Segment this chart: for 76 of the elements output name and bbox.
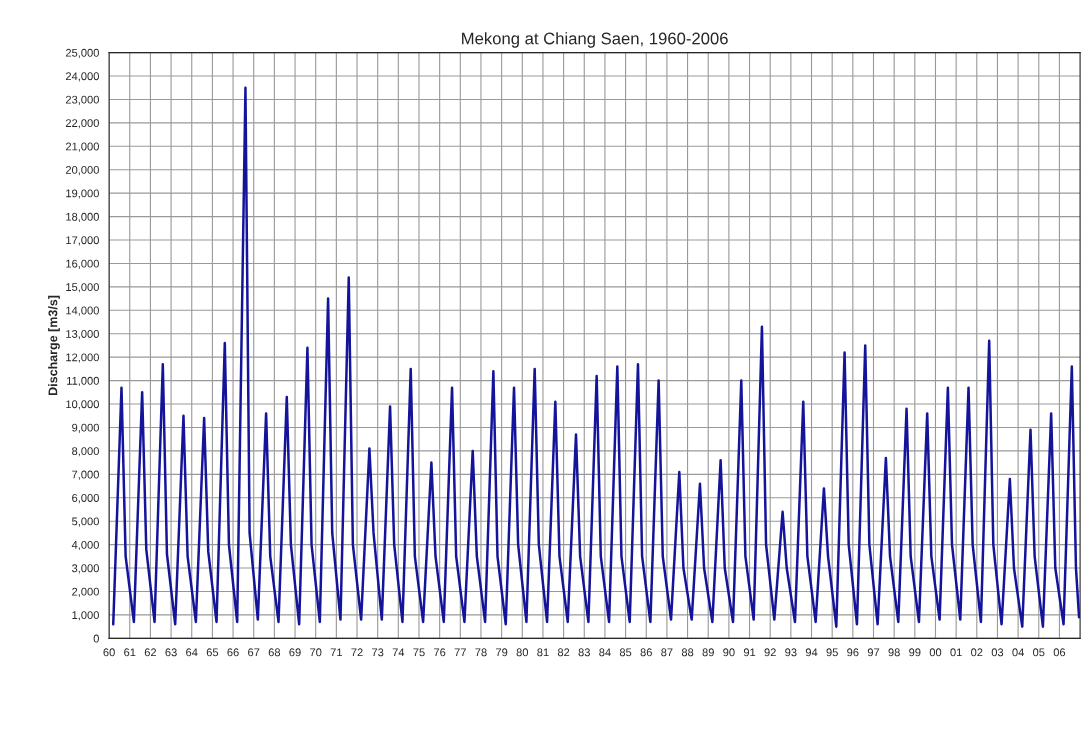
x-tick-label: 74 [392, 648, 405, 657]
x-tick-label: 71 [330, 648, 342, 657]
x-tick-label: 06 [1053, 648, 1066, 657]
y-tick-label: 9,000 [72, 423, 99, 433]
x-tick-label: 75 [413, 648, 425, 657]
x-tick-label: 02 [971, 648, 983, 657]
x-tick-label: 73 [372, 648, 384, 657]
x-tick-label: 72 [351, 648, 363, 657]
y-tick-label: 22,000 [65, 119, 99, 129]
x-tick-label: 00 [929, 648, 942, 657]
x-tick-label: 84 [599, 648, 611, 657]
x-tick-label: 99 [909, 648, 921, 657]
x-tick-label: 88 [681, 648, 694, 657]
x-tick-label: 81 [537, 648, 549, 657]
x-tick-label: 01 [950, 648, 962, 657]
x-tick-label: 76 [434, 648, 446, 657]
y-tick-label: 5,000 [72, 517, 99, 527]
x-tick-label: 04 [1012, 648, 1024, 657]
y-tick-label: 16,000 [66, 259, 99, 269]
x-tick-label: 66 [227, 648, 239, 657]
x-tick-label: 83 [578, 648, 590, 657]
y-tick-label: 24,000 [65, 72, 99, 82]
y-tick-label: 4,000 [71, 540, 99, 551]
y-tick-label: 14,000 [66, 306, 99, 316]
x-tick-label: 85 [619, 648, 632, 657]
x-tick-label: 60 [103, 648, 115, 657]
y-tick-label: 0 [93, 634, 99, 643]
x-tick-label: 82 [557, 648, 570, 657]
y-tick-label: 10,000 [66, 400, 99, 410]
y-tick-label: 2,000 [72, 587, 99, 597]
y-tick-label: 6,000 [72, 494, 99, 504]
y-tick-label: 3,000 [72, 564, 99, 574]
x-tick-label: 67 [248, 648, 260, 657]
x-tick-label: 78 [475, 648, 487, 657]
x-tick-label: 86 [640, 648, 652, 657]
x-tick-label: 96 [847, 648, 859, 657]
x-tick-label: 91 [743, 648, 756, 657]
x-tick-label: 62 [144, 648, 157, 657]
x-tick-label: 77 [454, 648, 466, 657]
y-axis-title: Discharge [m3/s] [48, 295, 60, 395]
y-tick-label: 7,000 [72, 470, 99, 480]
y-tick-label: 17,000 [66, 236, 99, 246]
x-tick-label: 94 [805, 648, 818, 657]
y-tick-label: 21,000 [65, 142, 99, 152]
x-tick-label: 80 [516, 648, 529, 657]
x-tick-label: 93 [785, 648, 797, 657]
y-tick-label: 15,000 [66, 283, 99, 293]
chart-title: Mekong at Chiang Saen, 1960-2006 [462, 32, 728, 48]
x-tick-label: 03 [991, 648, 1004, 657]
x-tick-label: 87 [661, 648, 673, 657]
x-tick-label: 65 [206, 648, 219, 657]
x-tick-label: 98 [888, 648, 900, 657]
y-tick-label: 8,000 [72, 447, 99, 457]
y-tick-label: 11,000 [67, 376, 99, 387]
x-tick-label: 69 [289, 648, 301, 657]
x-tick-label: 70 [310, 648, 322, 657]
y-tick-label: 20,000 [65, 165, 99, 176]
line-series [111, 86, 1081, 628]
y-tick-label: 25,000 [65, 48, 99, 59]
x-tick-label: 64 [186, 648, 198, 657]
y-tick-label: 13,000 [66, 330, 99, 340]
y-tick-label: 23,000 [65, 95, 99, 105]
x-tick-label: 90 [723, 648, 735, 657]
x-tick-label: 92 [764, 648, 776, 657]
y-tick-label: 19,000 [66, 189, 99, 199]
y-tick-label: 12,000 [66, 353, 99, 363]
y-tick-label: 18,000 [66, 212, 99, 223]
x-tick-label: 63 [165, 648, 177, 657]
x-tick-label: 95 [826, 648, 838, 657]
x-tick-label: 61 [124, 648, 136, 657]
x-tick-label: 97 [867, 648, 880, 657]
y-tick-label: 1,000 [72, 611, 99, 621]
x-tick-label: 89 [702, 648, 714, 657]
x-tick-label: 79 [496, 648, 508, 657]
x-tick-label: 05 [1033, 648, 1045, 657]
x-tick-label: 68 [268, 648, 281, 657]
